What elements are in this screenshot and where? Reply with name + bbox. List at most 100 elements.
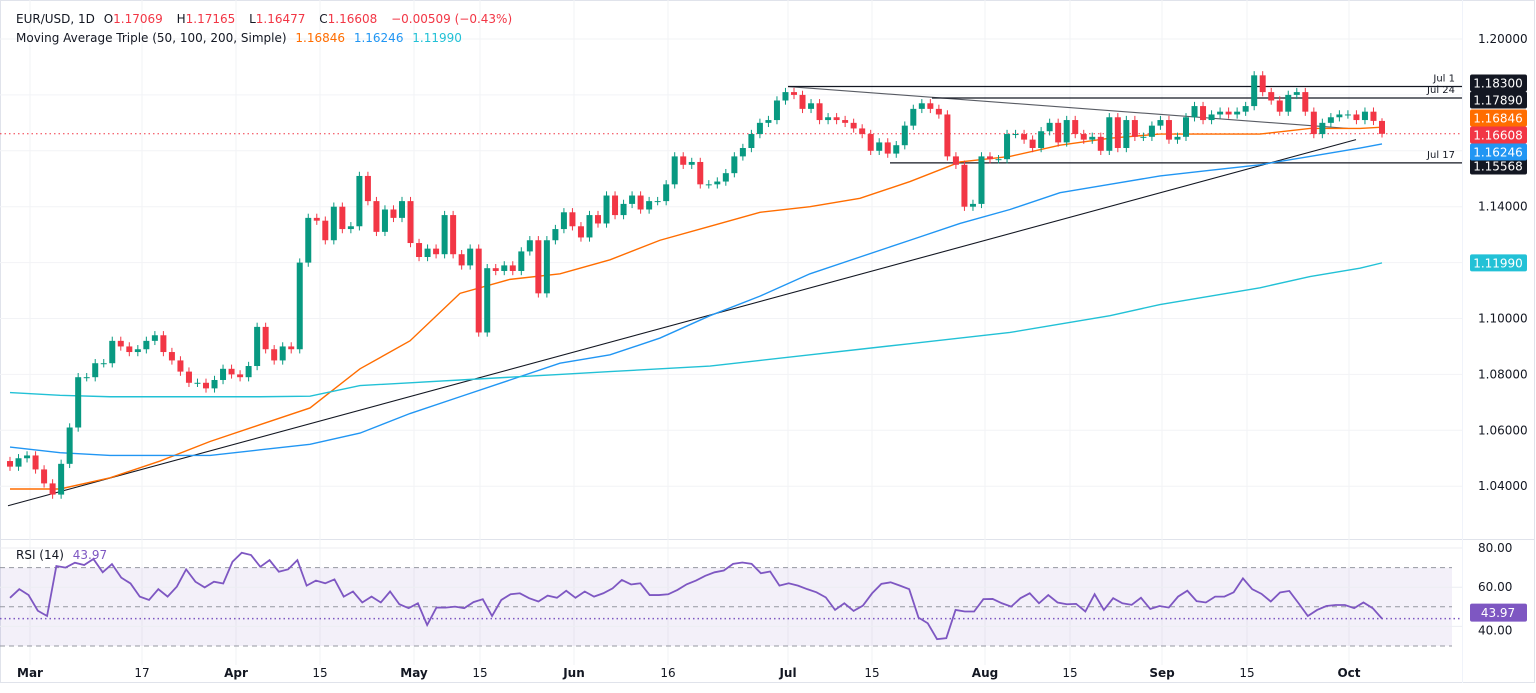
time-tick-label: 16 <box>660 666 675 680</box>
level-price-tag-text: 1.17890 <box>1473 94 1523 108</box>
candle <box>731 152 738 178</box>
candle-body <box>1183 117 1189 137</box>
candle-body <box>313 217 320 221</box>
price-tag-text: 1.16608 <box>1473 129 1523 143</box>
candle-body <box>66 427 73 464</box>
ma200-value: 1.11990 <box>412 31 462 45</box>
candle <box>1157 115 1164 130</box>
candle-body <box>910 108 917 126</box>
candle-body <box>399 201 405 218</box>
candle-body <box>978 156 985 204</box>
time-tick-label: Apr <box>224 666 248 680</box>
candle <box>782 87 789 105</box>
candle <box>1302 87 1309 116</box>
candle-body <box>1353 114 1360 121</box>
candle-body <box>1336 114 1343 118</box>
candle-body <box>24 455 31 459</box>
candle-body <box>577 226 584 238</box>
candle-body <box>441 215 448 255</box>
candle <box>271 345 278 365</box>
high-value: 1.17165 <box>185 12 236 26</box>
candle-body <box>1021 134 1028 140</box>
candle-body <box>935 108 942 115</box>
candle <box>560 208 567 234</box>
time-tick-label: Oct <box>1337 666 1360 680</box>
rsi-legend[interactable]: RSI (14) 43.97 <box>16 548 112 562</box>
candle-body <box>646 201 653 210</box>
horizontal-level-label: Jul 17 <box>1426 150 1455 161</box>
candle <box>910 104 917 130</box>
time-axis[interactable]: Mar 17 Apr 15 May 15 Jun 16 Jul 15 Aug 15 Sep 15 Oct <box>17 666 1361 680</box>
candle-body <box>194 382 201 384</box>
candle-body <box>637 195 644 210</box>
candle-body <box>1148 125 1155 137</box>
candle <box>1208 110 1215 125</box>
candle-body <box>825 117 832 121</box>
candle-body <box>237 374 244 378</box>
price-axis[interactable]: 1.20000 1.14000 1.10000 1.08000 1.06000 1.040… <box>1470 32 1528 638</box>
ma-line-ma100 <box>9 143 1383 457</box>
candle <box>1276 96 1283 116</box>
candle-body <box>1268 92 1275 101</box>
candle <box>416 238 423 262</box>
candle-body <box>1242 106 1249 112</box>
candle <box>808 99 815 114</box>
candle <box>825 113 832 125</box>
price-tick-label: 1.08000 <box>1478 367 1528 381</box>
candle-body <box>390 209 397 218</box>
candle-body <box>1106 117 1113 151</box>
candle <box>1021 129 1028 144</box>
candle <box>927 99 934 114</box>
level-price-tag-text: 1.15568 <box>1473 160 1523 174</box>
candle <box>458 250 465 270</box>
level-price-tag-text: 1.18300 <box>1473 77 1523 91</box>
candle-body <box>526 240 533 252</box>
candle <box>944 110 951 161</box>
close-label: C <box>319 12 328 26</box>
candle-body <box>791 92 797 95</box>
candle <box>867 129 874 155</box>
candle <box>1106 113 1113 155</box>
candle <box>356 171 363 231</box>
candle <box>339 202 346 234</box>
candle-body <box>1259 75 1266 93</box>
candle-body <box>100 363 107 365</box>
candle-body <box>322 220 329 241</box>
candle-body <box>901 125 908 146</box>
candle-body <box>356 175 363 227</box>
candle <box>1251 71 1258 111</box>
candle-body <box>995 159 1002 161</box>
candle-body <box>756 122 763 135</box>
candle-body <box>1225 111 1232 115</box>
candle <box>612 191 619 220</box>
candle-body <box>296 262 303 350</box>
candle <box>75 373 82 432</box>
candle <box>347 222 354 234</box>
candle <box>1327 113 1334 128</box>
candle <box>663 180 670 206</box>
candle <box>49 479 56 499</box>
candle <box>1285 90 1292 116</box>
candle <box>1310 107 1317 139</box>
candle <box>688 157 695 169</box>
candle-body <box>433 248 440 255</box>
candle-body <box>1046 122 1053 132</box>
candle <box>901 121 908 150</box>
candle <box>1131 115 1138 142</box>
candle <box>194 378 201 387</box>
candle <box>1225 107 1232 119</box>
candle <box>484 263 491 337</box>
candle-body <box>109 340 116 364</box>
candle <box>586 210 593 242</box>
candle <box>24 451 31 463</box>
price-tag <box>1470 143 1527 161</box>
candle-body <box>629 195 636 204</box>
candle <box>978 152 985 209</box>
candle-body <box>842 120 849 123</box>
candle <box>1089 132 1096 144</box>
price-tag <box>1470 126 1527 144</box>
ma-legend[interactable]: Moving Average Triple (50, 100, 200, Sim… <box>16 31 467 45</box>
candle <box>1234 107 1241 119</box>
candle-body <box>1234 111 1241 115</box>
